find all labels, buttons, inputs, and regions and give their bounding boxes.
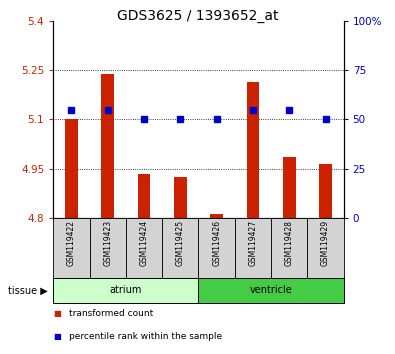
Bar — [199, 218, 235, 278]
Text: GSM119423: GSM119423 — [103, 219, 112, 266]
Bar — [65, 120, 78, 218]
Text: ■: ■ — [53, 309, 61, 318]
Bar — [283, 157, 295, 218]
Bar — [53, 278, 199, 303]
Text: atrium: atrium — [110, 285, 142, 295]
Bar — [162, 218, 199, 278]
Bar — [138, 173, 150, 218]
Text: GSM119427: GSM119427 — [248, 219, 258, 266]
Bar — [102, 74, 114, 218]
Bar — [90, 218, 126, 278]
Text: GDS3625 / 1393652_at: GDS3625 / 1393652_at — [117, 9, 278, 23]
Bar — [126, 218, 162, 278]
Bar — [246, 82, 259, 218]
Bar — [210, 215, 223, 218]
Text: GSM119425: GSM119425 — [176, 219, 185, 266]
Bar — [199, 278, 344, 303]
Text: tissue ▶: tissue ▶ — [8, 286, 48, 296]
Text: transformed count: transformed count — [69, 309, 153, 318]
Bar — [319, 164, 332, 218]
Text: GSM119424: GSM119424 — [139, 219, 149, 266]
Bar — [174, 177, 187, 218]
Bar — [53, 218, 90, 278]
Text: GSM119426: GSM119426 — [212, 219, 221, 266]
Bar — [271, 218, 307, 278]
Text: GSM119422: GSM119422 — [67, 219, 76, 266]
Text: GSM119429: GSM119429 — [321, 219, 330, 266]
Bar — [307, 218, 344, 278]
Text: GSM119428: GSM119428 — [285, 219, 294, 266]
Text: percentile rank within the sample: percentile rank within the sample — [69, 332, 222, 341]
Text: ventricle: ventricle — [250, 285, 292, 295]
Text: ■: ■ — [53, 332, 61, 341]
Bar — [235, 218, 271, 278]
